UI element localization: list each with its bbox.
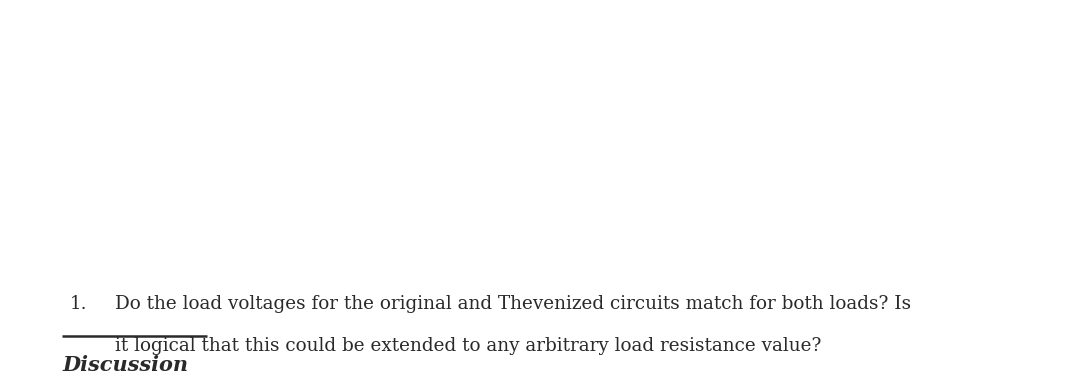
Text: 1.: 1. [70, 295, 87, 313]
Text: it logical that this could be extended to any arbitrary load resistance value?: it logical that this could be extended t… [114, 337, 822, 355]
Text: Discussion: Discussion [62, 355, 188, 375]
Text: Do the load voltages for the original and Thevenized circuits match for both loa: Do the load voltages for the original an… [114, 295, 912, 313]
